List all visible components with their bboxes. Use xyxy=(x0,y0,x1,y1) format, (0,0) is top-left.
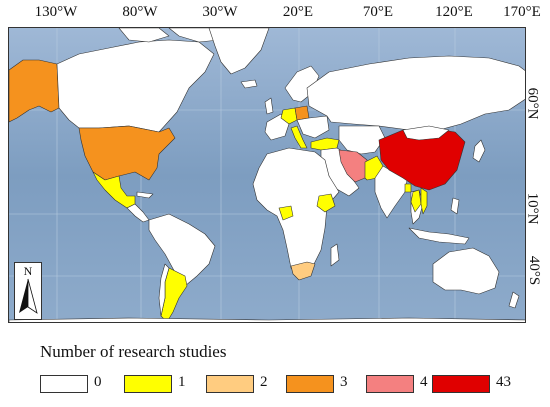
country-canada xyxy=(56,39,215,133)
country-south-america xyxy=(148,213,216,287)
longitude-label: 20°E xyxy=(282,4,314,20)
country-new-zealand xyxy=(508,291,520,309)
country-eastern-europe xyxy=(296,115,330,139)
country-uk xyxy=(264,97,274,115)
country-cuba xyxy=(136,191,154,199)
country-western-europe xyxy=(264,113,290,141)
country-vietnam xyxy=(420,187,428,215)
country-mongolia xyxy=(402,125,450,141)
legend-label: 3 xyxy=(340,374,348,390)
country-thailand xyxy=(410,189,422,213)
longitude-label: 30°W xyxy=(202,4,238,20)
legend-swatch xyxy=(286,375,334,393)
country-south-africa xyxy=(290,261,316,281)
country-japan xyxy=(472,139,486,163)
country-ethiopia xyxy=(316,193,336,213)
legend-swatch xyxy=(40,375,88,393)
longitude-label: 70°E xyxy=(362,4,394,20)
country-russia xyxy=(306,55,525,131)
north-arrow: N xyxy=(14,262,42,320)
longitude-label: 170°E xyxy=(503,4,541,20)
country-chile xyxy=(158,263,170,317)
legend-label: 2 xyxy=(260,374,268,390)
legend-swatch xyxy=(432,375,490,393)
country-mexico xyxy=(92,171,136,209)
country-canada-islands xyxy=(118,28,220,43)
country-germany xyxy=(280,107,298,125)
country-indonesia xyxy=(408,227,470,245)
country-greenland xyxy=(208,28,270,75)
map-canvas xyxy=(9,28,525,322)
legend-label: 43 xyxy=(496,374,511,390)
legend-swatch xyxy=(124,375,172,393)
country-madagascar xyxy=(330,243,340,267)
country-italy xyxy=(290,125,308,149)
country-central-asia xyxy=(338,125,386,155)
legend-label: 0 xyxy=(94,374,102,390)
latitude-label: 60°N xyxy=(524,87,541,120)
country-philippines xyxy=(450,197,460,215)
longitude-label: 120°E xyxy=(435,4,473,20)
legend-label: 1 xyxy=(178,374,186,390)
legend-label: 4 xyxy=(420,374,428,390)
longitude-label: 130°W xyxy=(34,4,78,20)
latitude-label: 40°S xyxy=(525,255,542,286)
legend-title: Number of research studies xyxy=(40,342,227,361)
country-poland xyxy=(294,105,310,121)
country-united-states xyxy=(78,125,176,181)
world-map xyxy=(8,27,526,323)
country-australia xyxy=(432,247,500,295)
latitude-label: 10°N xyxy=(524,192,541,225)
longitude-label: 80°W xyxy=(122,4,158,20)
north-arrow-icon xyxy=(19,278,38,314)
country-alaska xyxy=(9,59,60,123)
country-iran xyxy=(338,149,368,183)
legend-swatch xyxy=(206,375,254,393)
legend-swatch xyxy=(366,375,414,393)
country-bangladesh xyxy=(404,183,412,193)
country-nigeria xyxy=(278,205,294,221)
country-iceland xyxy=(240,79,258,89)
north-label: N xyxy=(23,264,33,278)
